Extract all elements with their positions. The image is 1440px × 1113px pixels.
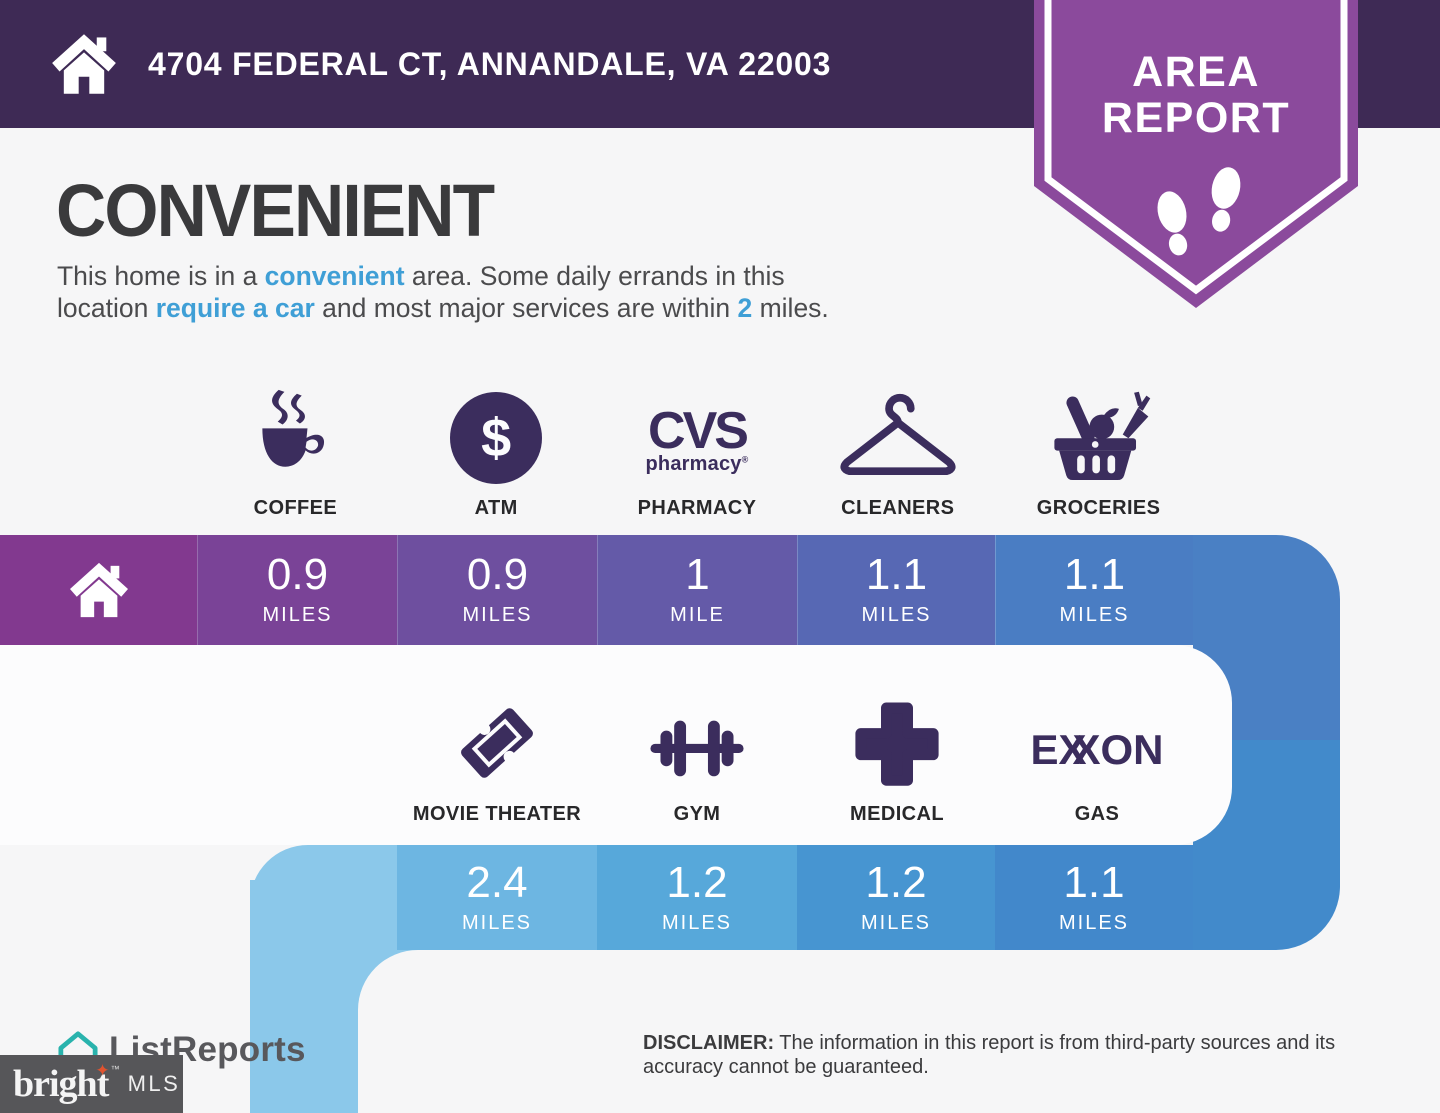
coffee-cup-icon <box>262 389 325 467</box>
amenity-label: CLEANERS <box>841 497 955 519</box>
bar-segment-groceries: 1.1 MILES <box>995 535 1193 645</box>
area-report-badge: AREA REPORT <box>1034 0 1358 308</box>
distance-value: 0.9 <box>266 550 329 599</box>
hanger-icon <box>840 393 956 476</box>
amenity-label: GYM <box>673 803 721 825</box>
summary-accent-miles-number: 2 <box>737 293 753 324</box>
bright-wordmark: bright <box>13 1063 109 1105</box>
dollar-sign: $ <box>481 408 512 468</box>
summary-part: area. Some daily errands in this <box>404 261 785 291</box>
amenity-cleaners: CLEANERS <box>797 384 998 520</box>
distance-unit: MILES <box>1058 911 1130 934</box>
distance-unit: MILES <box>861 604 932 626</box>
amenity-label: PHARMACY <box>637 497 757 519</box>
distance-unit: MILES <box>262 604 333 626</box>
exxon-logo: EXXON <box>1030 726 1163 774</box>
summary-part: location <box>57 293 156 324</box>
amenity-label: MOVIE THEATER <box>412 803 582 825</box>
property-address: 4704 FEDERAL CT, ANNANDALE, VA 22003 <box>148 45 832 82</box>
exxon-letter: X <box>1058 726 1087 773</box>
dollar-circle-icon: $ <box>450 392 543 484</box>
registered-mark: ® <box>741 454 749 465</box>
trademark-symbol: ™ <box>110 1064 120 1074</box>
medical-cross-icon <box>855 702 939 786</box>
exxon-letter: E <box>1030 726 1059 773</box>
bar-segment-movie-theater: 2.4 MILES <box>397 845 597 950</box>
summary-part: This home is in a <box>57 261 265 291</box>
distance-unit: MILES <box>860 911 932 934</box>
summary-accent-require-car: require a car <box>155 293 315 324</box>
bar-origin-home <box>0 535 197 645</box>
amenity-label: GROCERIES <box>1036 497 1161 519</box>
bar-segment-atm: 0.9 MILES <box>397 535 597 645</box>
amenity-coffee: COFFEE <box>195 384 396 520</box>
summary-accent-convenient: convenient <box>264 261 405 291</box>
grocery-basket-icon <box>1053 391 1150 481</box>
distance-value: 2.4 <box>466 857 528 907</box>
bar-segment-coffee: 0.9 MILES <box>197 535 397 645</box>
amenity-groceries: GROCERIES <box>998 384 1199 520</box>
distance-value: 1.1 <box>1063 550 1126 599</box>
distance-value: 1 <box>685 550 710 599</box>
bar-segment-pharmacy: 1 MILE <box>597 535 797 645</box>
distance-value: 1.2 <box>666 857 728 907</box>
bar2-left-bend <box>250 845 397 950</box>
amenity-gas: EXXON GAS <box>997 692 1197 826</box>
exxon-letter: ON <box>1100 726 1164 773</box>
distance-unit: MILES <box>461 911 533 934</box>
footprints-icon <box>1157 167 1241 256</box>
badge-title-line1: AREA <box>1132 48 1260 96</box>
amenity-label: GAS <box>1074 803 1120 825</box>
summary-part: miles. <box>752 293 829 324</box>
home-icon <box>69 562 128 618</box>
home-icon <box>52 34 116 94</box>
disclaimer-label: DISCLAIMER: <box>643 1032 775 1054</box>
cvs-pharmacy-text: pharmacy <box>645 453 742 475</box>
summary-part: and most major services are within <box>314 293 738 324</box>
distance-value: 1.2 <box>865 857 927 907</box>
amenity-label: MEDICAL <box>850 803 944 825</box>
distance-bar-2: 2.4 MILES 1.2 MILES 1.2 MILES 1.1 MILES <box>250 845 1193 950</box>
summary-text: This home is in a convenient area. Some … <box>57 260 1017 325</box>
bright-mls-logo: bright ✦ ™ MLS <box>0 1055 183 1113</box>
amenity-atm: $ ATM <box>396 384 597 520</box>
cvs-logo-text: CVS <box>648 402 749 461</box>
star-icon: ✦ <box>95 1061 110 1080</box>
mls-wordmark: MLS <box>127 1071 181 1096</box>
bar-segment-gas: 1.1 MILES <box>995 845 1193 950</box>
amenity-movie-theater: MOVIE THEATER <box>397 692 597 826</box>
bar-segment-cleaners: 1.1 MILES <box>797 535 995 645</box>
amenity-row-2: MOVIE THEATER GYM <box>397 692 1197 826</box>
page-title: CONVENIENT <box>56 169 495 252</box>
exxon-letter: X <box>1072 726 1101 773</box>
amenity-pharmacy: CVS pharmacy® PHARMACY <box>597 384 798 520</box>
disclaimer-line: accuracy cannot be guaranteed. <box>643 1056 929 1079</box>
dumbbell-icon <box>650 720 744 777</box>
movie-ticket-icon <box>461 708 533 778</box>
amenity-gym: GYM <box>597 692 797 826</box>
cvs-pharmacy-logo: CVS pharmacy® <box>645 402 749 476</box>
amenity-label: ATM <box>474 497 518 519</box>
distance-value: 1.1 <box>1063 857 1125 907</box>
bar-segment-medical: 1.2 MILES <box>797 845 995 950</box>
amenity-label: COFFEE <box>253 497 338 519</box>
bar-segment-gym: 1.2 MILES <box>597 845 797 950</box>
disclaimer-text: DISCLAIMER: The information in this repo… <box>643 1031 1403 1080</box>
distance-unit: MILES <box>661 911 733 934</box>
badge-title-line2: REPORT <box>1102 94 1290 142</box>
middle-white-band <box>0 645 1232 845</box>
distance-bar-1: 0.9 MILES 0.9 MILES 1 MILE 1.1 MILES 1.1… <box>0 535 1193 645</box>
distance-value: 0.9 <box>466 550 529 599</box>
amenity-row-1: COFFEE $ ATM CVS pharmacy® PHARMACY <box>195 384 1199 520</box>
distance-unit: MILES <box>462 604 533 626</box>
distance-unit: MILES <box>1059 604 1130 626</box>
distance-value: 1.1 <box>865 550 928 599</box>
distance-unit: MILE <box>670 604 725 626</box>
disclaimer-line: The information in this report is from t… <box>774 1032 1336 1054</box>
amenity-medical: MEDICAL <box>797 692 997 826</box>
